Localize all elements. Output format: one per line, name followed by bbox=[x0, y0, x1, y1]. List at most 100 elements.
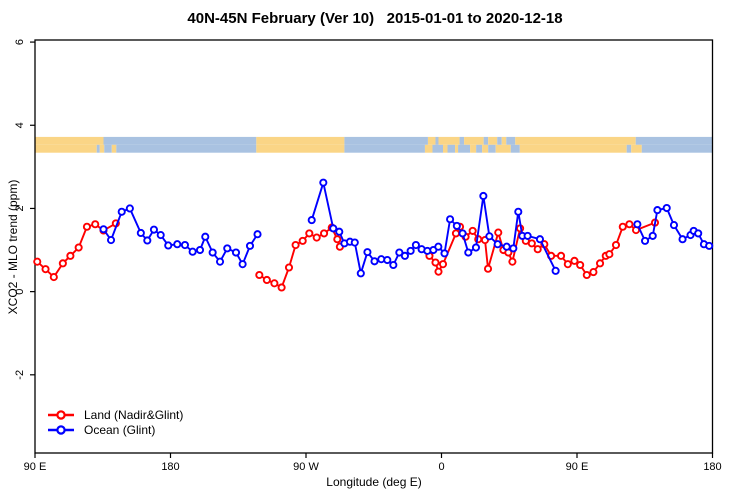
ocean-series-marker bbox=[223, 244, 232, 253]
ocean-series-marker bbox=[458, 229, 467, 238]
ocean-series-marker bbox=[335, 227, 344, 236]
ocean-series-marker bbox=[535, 235, 545, 244]
ocean-series-marker bbox=[653, 206, 662, 215]
ocean-series-marker bbox=[99, 225, 108, 234]
land-series-marker bbox=[438, 260, 448, 269]
land-series-marker bbox=[605, 250, 614, 259]
map-strip-ocean-segment bbox=[344, 136, 428, 145]
land-series-line bbox=[36, 222, 117, 279]
ocean-series-marker bbox=[641, 236, 650, 245]
map-strip-ocean-segment bbox=[96, 144, 100, 153]
map-strip-land-segment bbox=[515, 136, 636, 145]
map-strip-ocean-segment bbox=[497, 136, 502, 145]
ocean-series-marker bbox=[201, 232, 210, 241]
land-series-marker bbox=[305, 229, 314, 238]
map-strip-land-segment bbox=[495, 144, 511, 153]
ocean-series-marker bbox=[694, 229, 703, 238]
map-strip-land-segment bbox=[111, 144, 117, 153]
land-series-marker bbox=[527, 239, 536, 248]
ocean-series-marker bbox=[350, 238, 359, 247]
ocean-series-marker bbox=[106, 236, 116, 245]
land-series-marker bbox=[576, 260, 585, 270]
ocean-series-marker bbox=[195, 245, 205, 255]
map-strip-ocean-segment bbox=[459, 136, 465, 145]
map-strip-land-segment bbox=[424, 144, 433, 153]
ocean-series-marker bbox=[208, 248, 217, 257]
land-series-marker bbox=[333, 235, 342, 244]
map-strip-ocean-segment bbox=[458, 144, 471, 153]
ocean-series-marker bbox=[400, 251, 409, 260]
land-series-marker bbox=[468, 226, 477, 235]
map-strip-land-segment bbox=[519, 144, 627, 153]
map-strip-ocean-segment bbox=[635, 136, 713, 145]
ocean-series-marker bbox=[319, 178, 328, 187]
map-strip-land-segment bbox=[35, 144, 97, 153]
plot-box bbox=[34, 39, 714, 454]
land-series-marker bbox=[33, 257, 42, 266]
land-series-marker bbox=[483, 264, 493, 273]
chart-title: 40N-45N February (Ver 10) 2015-01-01 to … bbox=[187, 10, 563, 27]
ocean-series-marker bbox=[125, 204, 134, 213]
land-series-marker bbox=[320, 229, 329, 238]
ocean-series-marker bbox=[633, 220, 642, 229]
map-strip-land-segment bbox=[501, 136, 507, 145]
ocean-series-marker bbox=[356, 269, 365, 278]
ocean-series-marker bbox=[370, 257, 379, 266]
land-series-marker bbox=[434, 267, 443, 276]
ocean-series-marker bbox=[514, 207, 523, 216]
x-tick-label: 0 bbox=[438, 461, 444, 473]
ocean-series-marker bbox=[188, 247, 197, 256]
ocean-series-marker bbox=[471, 243, 481, 252]
map-strip-ocean-segment bbox=[483, 136, 489, 145]
map-strip-ocean-segment bbox=[344, 144, 425, 153]
map-strip-ocean-segment bbox=[116, 144, 257, 153]
x-tick-label: 90 E bbox=[24, 461, 47, 473]
ocean-series-marker bbox=[452, 221, 461, 230]
ocean-series-marker bbox=[164, 241, 173, 250]
map-strip-land-segment bbox=[455, 144, 459, 153]
ocean-series-icon bbox=[48, 424, 74, 435]
ocean-series-marker bbox=[446, 215, 455, 224]
map-strip-land-segment bbox=[438, 136, 460, 145]
map-strip-ocean-segment bbox=[626, 144, 632, 153]
ocean-series-marker bbox=[493, 240, 502, 249]
legend-label-ocean: Ocean (Glint) bbox=[84, 422, 156, 437]
ocean-series-marker bbox=[238, 260, 247, 269]
ocean-series-marker bbox=[136, 228, 145, 238]
land-series-marker bbox=[582, 270, 591, 280]
ocean-series-marker bbox=[363, 248, 372, 257]
map-strip-ocean-segment bbox=[506, 136, 516, 145]
ocean-series-marker bbox=[143, 236, 152, 245]
ocean-series-marker bbox=[502, 242, 511, 251]
ocean-series-marker bbox=[156, 231, 165, 240]
y-tick-label: 6 bbox=[14, 39, 26, 45]
land-series-marker bbox=[41, 265, 50, 274]
map-strip-land-segment bbox=[35, 136, 104, 145]
legend-item-land: Land (Nadir&Glint) bbox=[47, 407, 183, 422]
ocean-series-marker bbox=[523, 231, 532, 240]
land-series-marker bbox=[58, 259, 67, 268]
land-series-marker bbox=[284, 263, 294, 272]
ocean-series-marker bbox=[307, 216, 316, 225]
ocean-series-marker bbox=[464, 248, 473, 257]
land-series-marker bbox=[277, 283, 286, 292]
map-strip-ocean-segment bbox=[103, 136, 257, 145]
land-series-marker bbox=[563, 260, 572, 269]
legend-label-land: Land (Nadir&Glint) bbox=[84, 407, 184, 422]
map-strip-ocean-segment bbox=[510, 144, 520, 153]
map-strip-land-segment bbox=[427, 136, 436, 145]
x-tick-label: 90 W bbox=[293, 461, 319, 473]
land-series-marker bbox=[533, 245, 542, 254]
map-strip-land-segment bbox=[443, 144, 448, 153]
x-tick-label: 180 bbox=[161, 461, 179, 473]
map-strip-land-segment bbox=[488, 136, 498, 145]
ocean-series-marker bbox=[215, 257, 225, 266]
ocean-series-marker bbox=[662, 203, 671, 213]
ocean-series-marker bbox=[383, 255, 392, 265]
land-series-marker bbox=[589, 268, 598, 277]
land-series-marker bbox=[618, 222, 627, 231]
land-series-marker bbox=[91, 220, 100, 229]
map-strip-land-segment bbox=[256, 144, 345, 153]
